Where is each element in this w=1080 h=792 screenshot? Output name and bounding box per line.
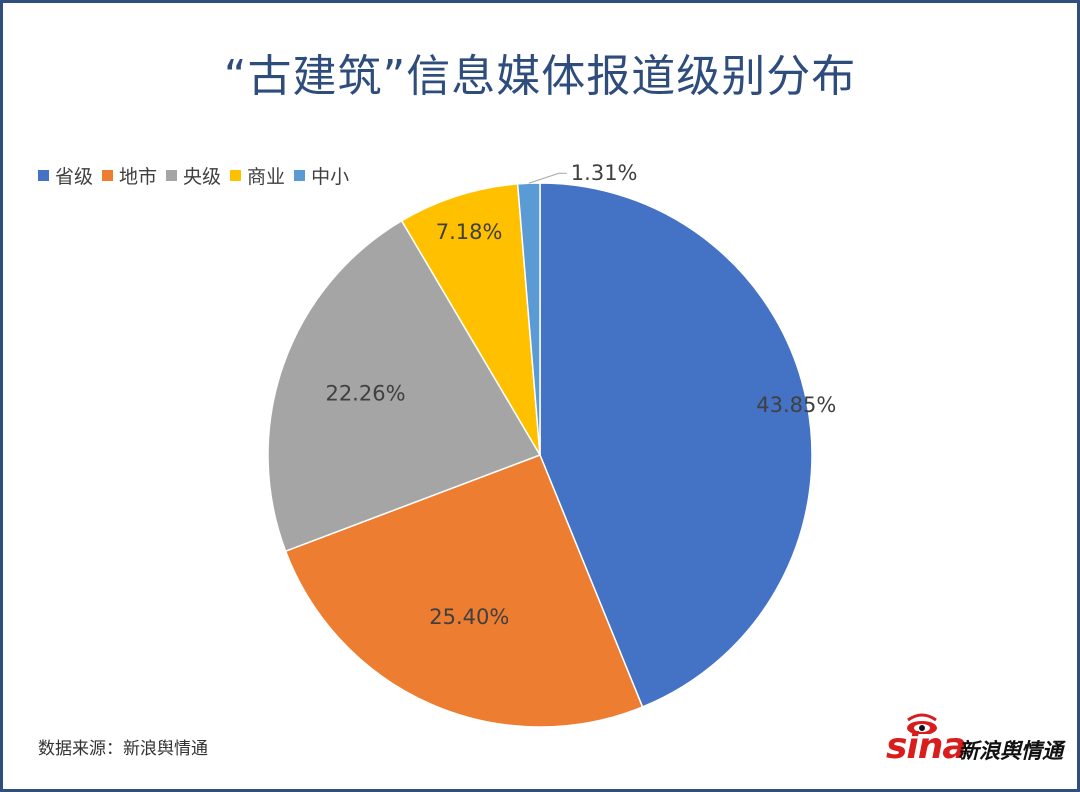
logo-text: 新浪舆情通 [958, 739, 1063, 763]
sina-logo: sina 新浪舆情通 [886, 712, 1076, 772]
legend-label: 地市 [119, 166, 158, 188]
legend-item-city: 地市 [102, 162, 157, 189]
legend-item-provincial: 省级 [38, 162, 93, 189]
data-label-5: 1.31% [571, 161, 638, 185]
legend-item-commercial: 商业 [230, 162, 285, 189]
legend-label: 商业 [247, 166, 286, 188]
sina-wordmark: sina [886, 726, 967, 767]
legend-swatch [38, 170, 49, 181]
legend-swatch [294, 170, 306, 181]
pie-slice-3 [267, 219, 542, 553]
sina-eye-icon [907, 713, 937, 734]
legend-swatch [166, 170, 178, 181]
legend-item-small: 中小 [294, 162, 349, 189]
data-label-2: 25.40% [429, 605, 509, 629]
leader-line [528, 172, 567, 184]
legend-item-central: 央级 [166, 162, 221, 189]
data-label-4: 7.18% [436, 220, 503, 244]
pie-slice-5 [516, 182, 541, 456]
legend-swatch [230, 170, 242, 181]
legend-swatch [102, 170, 114, 181]
chart-title: “古建筑”信息媒体报道级别分布 [223, 51, 857, 102]
data-label-1: 43.85% [756, 393, 836, 417]
pie-slice-2 [284, 454, 644, 728]
source-note: 数据来源：新浪舆情通 [38, 739, 208, 759]
data-label-3: 22.26% [325, 382, 405, 406]
legend-label: 省级 [55, 166, 94, 188]
legend-label: 央级 [183, 166, 222, 188]
pie-slice-4 [400, 183, 541, 456]
legend-label: 中小 [311, 166, 350, 188]
pie-slice-1 [539, 182, 813, 708]
legend: 省级 地市 央级 商业 中小 [38, 162, 358, 189]
